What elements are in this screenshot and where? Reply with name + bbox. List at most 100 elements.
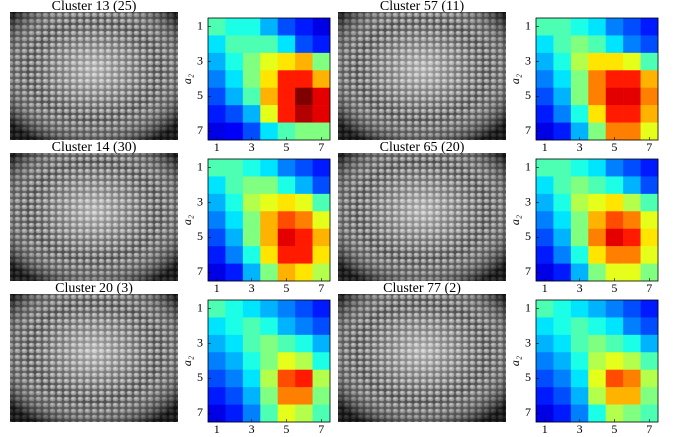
heatmap-cell: [260, 228, 279, 247]
heatmap-cell: [640, 263, 659, 282]
heatmap-cell: [640, 387, 659, 405]
y-tick-label: 1: [525, 159, 531, 173]
heatmap-cell: [295, 52, 313, 71]
heatmap-cell: [605, 193, 624, 212]
y-tick-label: 1: [525, 18, 531, 32]
y-tick-label: 1: [197, 18, 203, 32]
heatmap-cell: [623, 352, 641, 371]
heatmap-cell: [570, 87, 589, 106]
heatmap-cell: [208, 300, 226, 318]
heatmap-cell: [640, 246, 659, 264]
heatmap-cell: [277, 387, 296, 405]
x-tick-label: 5: [283, 140, 289, 154]
heatmap-cell: [605, 228, 624, 247]
y-tick-label: 5: [525, 88, 531, 102]
heatmap-cell: [536, 35, 554, 54]
heatmap-cell: [640, 87, 659, 106]
heatmap-cell: [536, 404, 554, 423]
heatmap-cell: [225, 52, 244, 71]
heatmap-cell: [623, 300, 641, 318]
heatmap-cell: [312, 334, 331, 353]
heatmap-cell: [295, 105, 313, 123]
heatmap-cell: [570, 52, 589, 71]
photo-shading: [338, 294, 506, 422]
heatmap-cell: [312, 369, 331, 388]
heatmap-cell: [242, 122, 261, 141]
heatmap-cell: [225, 317, 244, 336]
heatmap-cell: [553, 176, 572, 195]
heatmap-cell: [277, 70, 296, 89]
heatmap-cell: [570, 369, 589, 388]
y-tick-label: 3: [525, 194, 531, 208]
heatmap-cell: [605, 387, 624, 405]
heatmap-cell: [295, 70, 313, 89]
heatmap-cell: [242, 159, 261, 177]
heatmap-cell: [225, 300, 244, 318]
heatmap-cell: [570, 70, 589, 89]
heatmap-cell: [553, 35, 572, 54]
heatmap-cell: [640, 193, 659, 212]
x-tick-label: 1: [214, 422, 220, 436]
heatmap-frame: [535, 158, 659, 282]
heatmap-cell: [277, 159, 296, 177]
heatmap-cell: [553, 317, 572, 336]
y-axis-label: a₂: [180, 74, 194, 84]
heatmap-cell: [260, 211, 279, 230]
y-tick-label: 3: [525, 335, 531, 349]
heatmap-cell: [295, 263, 313, 282]
heatmap-cell: [260, 300, 279, 318]
heatmap-cell: [312, 35, 331, 54]
heatmap-cell: [623, 87, 641, 106]
heatmap-cell: [242, 70, 261, 89]
heatmap-cell: [640, 228, 659, 247]
heatmap-cell: [536, 18, 554, 36]
heatmap-cell: [208, 317, 226, 336]
heatmap-cell: [312, 300, 331, 318]
heatmap-cell: [277, 228, 296, 247]
heatmap-cell: [588, 352, 607, 371]
x-tick-label: 5: [611, 422, 617, 436]
heatmap-cell: [570, 122, 589, 141]
x-tick-label: 3: [577, 140, 583, 154]
heatmap-cell: [640, 105, 659, 123]
x-tick-label: 1: [542, 140, 548, 154]
photo-shading: [10, 12, 178, 140]
heatmap-cell: [208, 122, 226, 141]
heatmap-cell: [312, 105, 331, 123]
heatmap-cell: [588, 369, 607, 388]
heatmap-cell: [295, 369, 313, 388]
heatmap-cell: [640, 404, 659, 423]
heatmap-cell: [225, 18, 244, 36]
heatmap-cell: [623, 369, 641, 388]
heatmap-cell: [605, 317, 624, 336]
heatmap-cell: [605, 70, 624, 89]
heatmap-cell: [605, 300, 624, 318]
heatmap-cell: [225, 122, 244, 141]
heatmap-cell: [623, 159, 641, 177]
heatmap-cell: [260, 18, 279, 36]
y-tick-label: 7: [197, 264, 203, 278]
heatmap-cell: [570, 352, 589, 371]
heatmap-cell: [225, 193, 244, 212]
heatmap-cell: [225, 387, 244, 405]
heatmap-cell: [208, 18, 226, 36]
heatmap-cell: [536, 263, 554, 282]
heatmap-cell: [623, 246, 641, 264]
y-axis-label: a₂: [508, 74, 522, 84]
heatmap-cell: [536, 176, 554, 195]
heatmap-cell: [536, 122, 554, 141]
heatmap-cell: [242, 317, 261, 336]
heatmap-cell: [295, 334, 313, 353]
y-tick-label: 1: [525, 300, 531, 314]
heatmap-cell: [536, 87, 554, 106]
heatmap-cell: [260, 176, 279, 195]
heatmap-cell: [536, 211, 554, 230]
heatmap-cell: [553, 246, 572, 264]
heatmap-cell: [588, 228, 607, 247]
heatmap-cell: [588, 300, 607, 318]
heatmap-cell: [277, 211, 296, 230]
heatmap-cell: [295, 18, 313, 36]
heatmap-cell: [553, 369, 572, 388]
heatmap-cell: [260, 263, 279, 282]
